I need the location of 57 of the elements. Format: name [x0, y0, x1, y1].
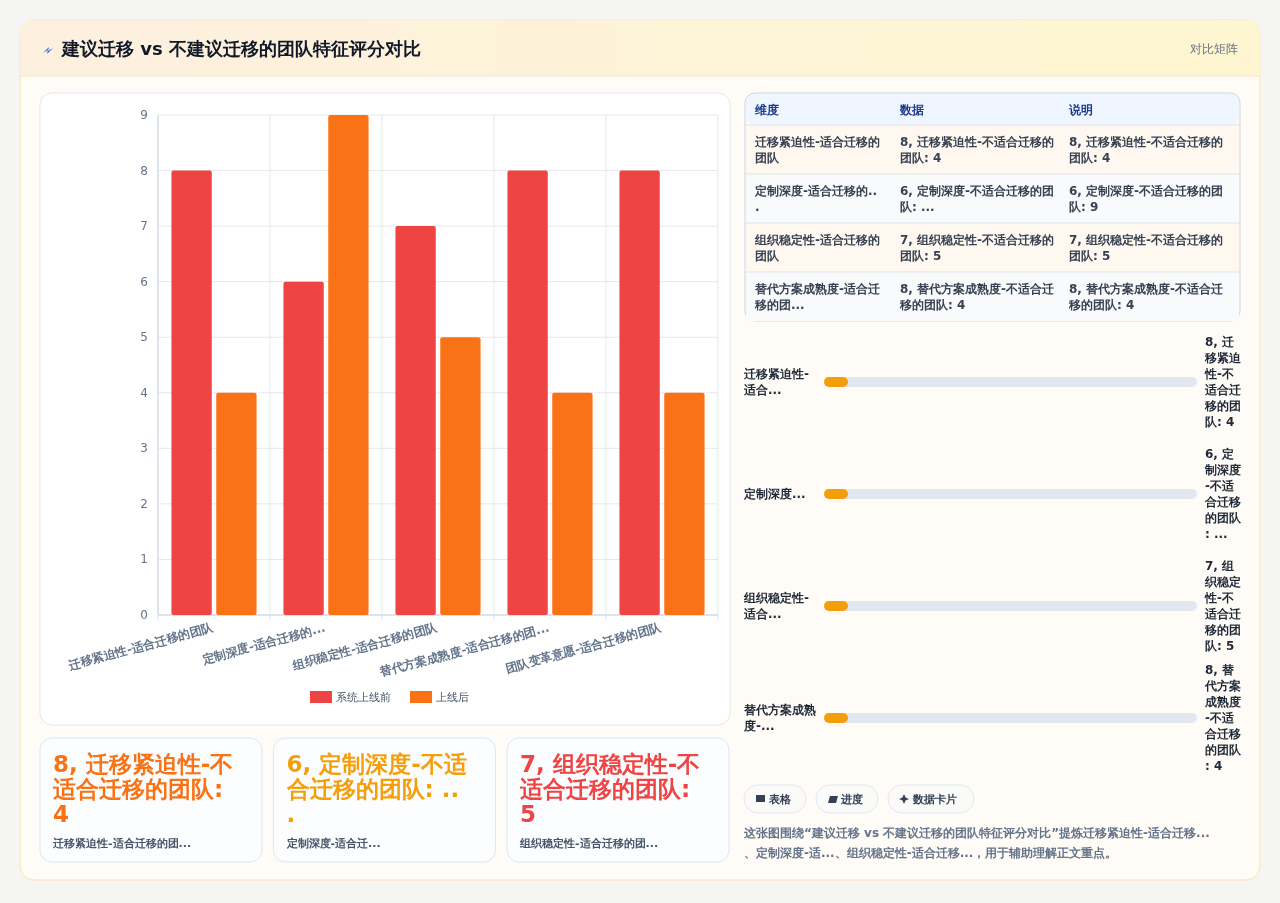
text: 8, 替代方案成熟度-不适合迁移的团队: 4 — [899, 282, 1055, 312]
text: 说明 — [1068, 103, 1093, 117]
text: 维度 — [754, 103, 779, 117]
bar — [619, 170, 660, 615]
text: 8, 迁移紧迫性-不适合迁移的团队: 4 — [52, 751, 234, 827]
text: 6, 定制深度-不适合迁移的团队: ... — [285, 751, 467, 827]
legend-label: 上线后 — [436, 691, 469, 704]
bar — [216, 392, 257, 615]
bar — [395, 226, 436, 615]
bar — [440, 337, 481, 615]
y-tick-label: 4 — [140, 385, 148, 400]
text: 7, 组织稳定性-不适合迁移的团队: 5 — [1069, 233, 1224, 263]
text: 8, 迁移紧迫性-不适合迁移的团队: 4 — [1069, 135, 1224, 165]
y-tick-label: 0 — [140, 608, 148, 622]
y-tick-label: 5 — [140, 330, 148, 345]
text: 迁移紧迫性-适合迁移的团... — [52, 837, 192, 850]
text: 定制深度-适合迁移的... — [754, 184, 878, 214]
y-tick-label: 2 — [140, 496, 148, 511]
text: 定制深度... — [743, 487, 806, 501]
text: 定制深度-适合迁... — [285, 837, 381, 850]
bar — [328, 115, 369, 615]
text: 组织稳定性-适合迁移的团... — [519, 837, 659, 850]
text: 6, 定制深度-不适合迁移的团队: ... — [1204, 447, 1242, 541]
text: 迁移紧迫性-适合迁移的团队 — [754, 135, 880, 165]
legend-label: 系统上线前 — [336, 691, 391, 704]
y-tick-label: 1 — [140, 552, 148, 567]
text: 8, 替代方案成熟度-不适合迁移的团队: 4 — [1204, 663, 1242, 773]
text: 6, 定制深度-不适合迁移的团队: ... — [900, 184, 1055, 214]
text: 这张图围绕“建议迁移 vs 不建议迁移的团队特征评分对比”提炼迁移紧迫性-适合迁移...、定制深度-适...、组织稳定性-适合迁移...，用于辅助理解正文重点。 — [743, 826, 1210, 860]
text: 数据 — [899, 103, 924, 117]
y-tick-label: 6 — [140, 274, 148, 289]
text: 对比矩阵 — [1190, 42, 1238, 56]
text: 8, 迁移紧迫性-不适合迁移的团队: 4 — [900, 135, 1055, 165]
text: 组织稳定性-适合... — [743, 591, 809, 621]
text: 表格 — [768, 793, 792, 806]
text: 替代方案成熟度-适合迁移的团... — [754, 282, 880, 312]
y-tick-label: 9 — [140, 108, 148, 122]
bar — [507, 170, 548, 615]
text: 进度 — [840, 793, 863, 806]
bar — [171, 170, 212, 615]
text: 组织稳定性-适合迁移的团队 — [754, 233, 880, 263]
text: 7, 组织稳定性-不适合迁移的团队: 5 — [519, 751, 701, 827]
bar — [283, 281, 324, 615]
text: 建议迁移 vs 不建议迁移的团队特征评分对比 — [60, 38, 421, 59]
bar — [552, 392, 593, 615]
text: 迁移紧迫性-适合... — [743, 367, 809, 397]
y-tick-label: 3 — [140, 441, 148, 456]
text: 7, 组织稳定性-不适合迁移的团队: 5 — [900, 233, 1055, 263]
text: 6, 定制深度-不适合迁移的团队: 9 — [1069, 184, 1224, 214]
text: 8, 替代方案成熟度-不适合迁移的团队: 4 — [1068, 282, 1224, 312]
y-tick-label: 7 — [140, 219, 148, 234]
text: 7, 组织稳定性-不适合迁移的团队: 5 — [1204, 559, 1241, 653]
text: 数据卡片 — [912, 793, 957, 806]
y-tick-label: 8 — [140, 163, 148, 178]
text: 替代方案成熟度-... — [743, 703, 816, 733]
bar — [664, 392, 705, 615]
text: 8, 迁移紧迫性-不适合迁移的团队: 4 — [1204, 335, 1242, 429]
